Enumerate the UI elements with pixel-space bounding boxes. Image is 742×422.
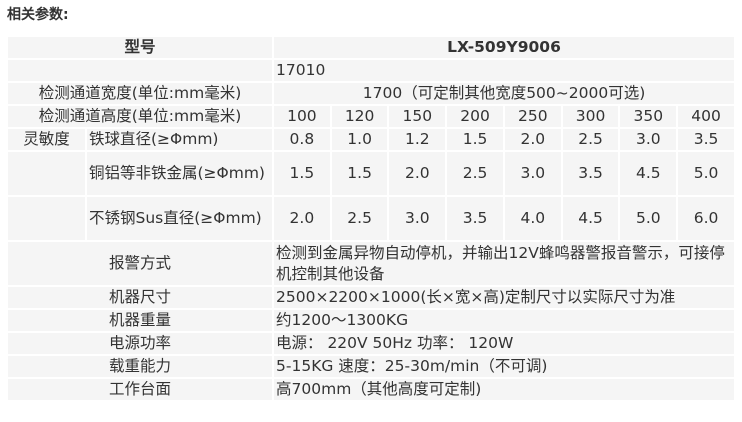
spec-label: 电源功率	[8, 333, 273, 354]
value-cell: 3.0	[620, 129, 677, 150]
spec-row: 工作台面 高700mm（其他高度可定制)	[8, 379, 734, 400]
sens-row-label: 不锈钢Sus直径(≥Φmm)	[87, 197, 273, 240]
value-cell: 6.0	[678, 197, 734, 240]
spec-label: 机器重量	[8, 310, 273, 331]
row-sens-2: 不锈钢Sus直径(≥Φmm) 2.0 2.5 3.0 3.5 4.0 4.5 5.0 6.0	[8, 197, 734, 240]
value-cell: 1.5	[274, 152, 330, 195]
empty-cell	[8, 60, 273, 81]
row-height: 检测通道高度(单位:mm毫米) 100 120 150 200 250 300 350 400	[8, 106, 734, 127]
value-cell: 3.5	[562, 152, 619, 195]
value-cell: 3.5	[447, 197, 503, 240]
height-label: 检测通道高度(单位:mm毫米)	[8, 106, 273, 127]
value-cell: 2.5	[447, 152, 503, 195]
spec-value: 电源： 220V 50Hz 功率： 120W	[274, 333, 734, 354]
row-code: 17010	[8, 60, 734, 81]
sens-row-label: 铜铝等非铁金属(≥Φmm)	[87, 152, 273, 195]
spec-label: 工作台面	[8, 379, 273, 400]
value-cell: 200	[447, 106, 503, 127]
value-cell: 2.0	[504, 129, 561, 150]
value-cell: 4.5	[620, 152, 677, 195]
value-cell: 0.8	[274, 129, 330, 150]
value-cell: 2.5	[331, 197, 388, 240]
value-cell: 2.5	[562, 129, 619, 150]
sensitivity-label: 灵敏度	[8, 129, 85, 150]
model-label: 型号	[8, 37, 273, 58]
value-cell: 1.2	[389, 129, 446, 150]
spec-value: 5-15KG 速度：25-30m/min（不可调)	[274, 356, 734, 377]
row-sens-1: 铜铝等非铁金属(≥Φmm) 1.5 1.5 2.0 2.5 3.0 3.5 4.5 5.0	[8, 152, 734, 195]
value-cell: 2.0	[389, 152, 446, 195]
spec-label: 报警方式	[8, 242, 273, 285]
value-cell: 1.5	[331, 152, 388, 195]
row-sens-0: 灵敏度 铁球直径(≥Φmm) 0.8 1.0 1.2 1.5 2.0 2.5 3.0 3.5	[8, 129, 734, 150]
spec-value: 2500×2200×1000(长×宽×高)定制尺寸以实际尺寸为准	[274, 287, 734, 308]
value-cell: 120	[331, 106, 388, 127]
value-cell: 1.0	[331, 129, 388, 150]
width-label: 检测通道宽度(单位:mm毫米)	[8, 83, 273, 104]
spec-value: 检测到金属异物自动停机，并输出12V蜂鸣器警报音警示，可接停机控制其他设备	[274, 242, 734, 285]
params-table: 型号 LX-509Y9006 17010 检测通道宽度(单位:mm毫米) 170…	[6, 35, 736, 402]
value-cell: 4.5	[562, 197, 619, 240]
value-cell: 1.5	[447, 129, 503, 150]
spec-label: 机器尺寸	[8, 287, 273, 308]
value-cell: 3.5	[678, 129, 734, 150]
code-value: 17010	[274, 60, 734, 81]
value-cell: 2.0	[274, 197, 330, 240]
value-cell: 350	[620, 106, 677, 127]
sens-row-label: 铁球直径(≥Φmm)	[87, 129, 273, 150]
value-cell: 4.0	[504, 197, 561, 240]
spec-label: 载重能力	[8, 356, 273, 377]
value-cell: 300	[562, 106, 619, 127]
empty-cell	[8, 197, 85, 240]
row-width: 检测通道宽度(单位:mm毫米) 1700（可定制其他宽度500~2000可选)	[8, 83, 734, 104]
value-cell: 5.0	[620, 197, 677, 240]
value-cell: 3.0	[504, 152, 561, 195]
spec-row: 报警方式 检测到金属异物自动停机，并输出12V蜂鸣器警报音警示，可接停机控制其他设…	[8, 242, 734, 285]
model-value: LX-509Y9006	[274, 37, 734, 58]
spec-row: 机器重量 约1200～1300KG	[8, 310, 734, 331]
value-cell: 250	[504, 106, 561, 127]
value-cell: 100	[274, 106, 330, 127]
width-value: 1700（可定制其他宽度500~2000可选)	[274, 83, 734, 104]
empty-cell	[8, 152, 85, 195]
value-cell: 400	[678, 106, 734, 127]
spec-value: 约1200～1300KG	[274, 310, 734, 331]
spec-value: 高700mm（其他高度可定制)	[274, 379, 734, 400]
row-model: 型号 LX-509Y9006	[8, 37, 734, 58]
spec-row: 载重能力 5-15KG 速度：25-30m/min（不可调)	[8, 356, 734, 377]
section-heading: 相关参数:	[7, 7, 69, 23]
value-cell: 5.0	[678, 152, 734, 195]
value-cell: 150	[389, 106, 446, 127]
spec-row: 电源功率 电源： 220V 50Hz 功率： 120W	[8, 333, 734, 354]
value-cell: 3.0	[389, 197, 446, 240]
spec-row: 机器尺寸 2500×2200×1000(长×宽×高)定制尺寸以实际尺寸为准	[8, 287, 734, 308]
